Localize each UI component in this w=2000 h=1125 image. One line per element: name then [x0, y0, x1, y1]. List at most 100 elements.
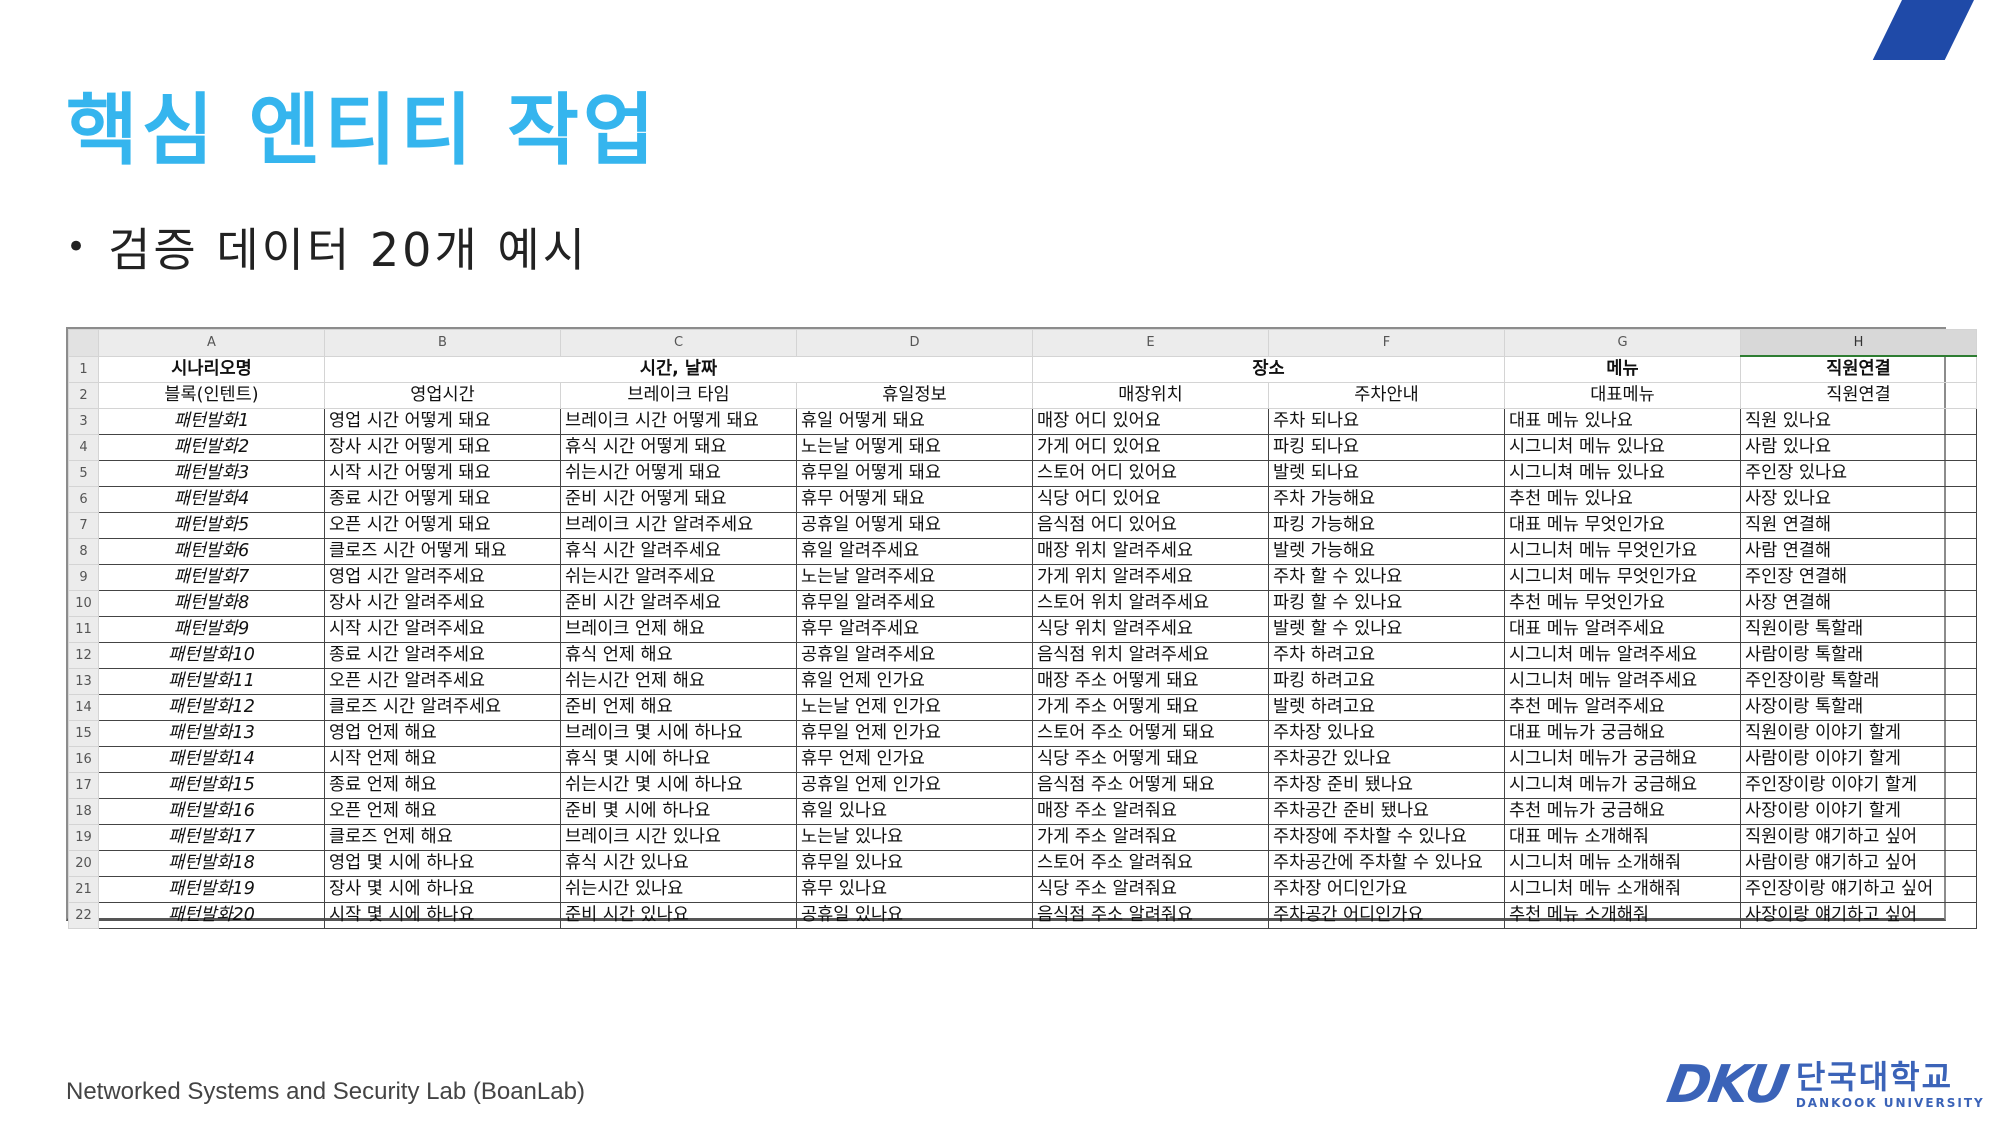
scenario-cell[interactable]: 패턴발화8 — [98, 590, 325, 617]
utterance-cell[interactable]: 가게 어디 있어요 — [1032, 434, 1269, 461]
scenario-cell[interactable]: 패턴발화2 — [98, 434, 325, 461]
utterance-cell[interactable]: 브레이크 언제 해요 — [560, 616, 797, 643]
utterance-cell[interactable]: 매장 위치 알려주세요 — [1032, 538, 1269, 565]
utterance-cell[interactable]: 주차장 어디인가요 — [1268, 876, 1505, 903]
row-number[interactable]: 2 — [68, 382, 99, 409]
subheader-break-time[interactable]: 브레이크 타임 — [560, 382, 797, 409]
utterance-cell[interactable]: 주차공간 준비 됐나요 — [1268, 798, 1505, 825]
utterance-cell[interactable]: 직원이랑 얘기하고 싶어 — [1740, 824, 1977, 851]
subheader-holiday-info[interactable]: 휴일정보 — [796, 382, 1033, 409]
utterance-cell[interactable]: 대표 메뉴 소개해줘 — [1504, 824, 1741, 851]
utterance-cell[interactable]: 추천 메뉴 있나요 — [1504, 486, 1741, 513]
utterance-cell[interactable]: 휴일 언제 인가요 — [796, 668, 1033, 695]
scenario-cell[interactable]: 패턴발화15 — [98, 772, 325, 799]
column-letter-b[interactable]: B — [324, 329, 561, 357]
utterance-cell[interactable]: 공휴일 어떻게 돼요 — [796, 512, 1033, 539]
utterance-cell[interactable]: 준비 시간 알려주세요 — [560, 590, 797, 617]
row-number[interactable]: 6 — [68, 486, 99, 513]
row-number[interactable]: 3 — [68, 408, 99, 435]
utterance-cell[interactable]: 사람이랑 톡할래 — [1740, 642, 1977, 669]
utterance-cell[interactable]: 클로즈 언제 해요 — [324, 824, 561, 851]
utterance-cell[interactable]: 시그니처 메뉴가 궁금해요 — [1504, 746, 1741, 773]
utterance-cell[interactable]: 브레이크 시간 알려주세요 — [560, 512, 797, 539]
utterance-cell[interactable]: 쉬는시간 몇 시에 하나요 — [560, 772, 797, 799]
scenario-cell[interactable]: 패턴발화10 — [98, 642, 325, 669]
utterance-cell[interactable]: 오픈 언제 해요 — [324, 798, 561, 825]
utterance-cell[interactable]: 쉬는시간 어떻게 돼요 — [560, 460, 797, 487]
utterance-cell[interactable]: 사람 연결해 — [1740, 538, 1977, 565]
utterance-cell[interactable]: 가게 주소 어떻게 돼요 — [1032, 694, 1269, 721]
utterance-cell[interactable]: 추천 메뉴 알려주세요 — [1504, 694, 1741, 721]
header-time-date[interactable]: 시간, 날짜 — [324, 355, 1033, 383]
utterance-cell[interactable]: 시작 시간 어떻게 돼요 — [324, 460, 561, 487]
utterance-cell[interactable]: 발렛 하려고요 — [1268, 694, 1505, 721]
utterance-cell[interactable]: 직원 연결해 — [1740, 512, 1977, 539]
utterance-cell[interactable]: 스토어 위치 알려주세요 — [1032, 590, 1269, 617]
utterance-cell[interactable]: 사람 있나요 — [1740, 434, 1977, 461]
utterance-cell[interactable]: 주차 되나요 — [1268, 408, 1505, 435]
utterance-cell[interactable]: 추천 메뉴 소개해줘 — [1504, 902, 1741, 929]
utterance-cell[interactable]: 휴무 어떻게 돼요 — [796, 486, 1033, 513]
utterance-cell[interactable]: 사장이랑 이야기 할게 — [1740, 798, 1977, 825]
column-letter-f[interactable]: F — [1268, 329, 1505, 357]
header-place[interactable]: 장소 — [1032, 355, 1505, 383]
utterance-cell[interactable]: 파킹 하려고요 — [1268, 668, 1505, 695]
scenario-cell[interactable]: 패턴발화14 — [98, 746, 325, 773]
utterance-cell[interactable]: 주차 할 수 있나요 — [1268, 564, 1505, 591]
column-letter-h[interactable]: H — [1740, 329, 1977, 357]
utterance-cell[interactable]: 대표 메뉴 있나요 — [1504, 408, 1741, 435]
utterance-cell[interactable]: 휴식 언제 해요 — [560, 642, 797, 669]
select-all-corner[interactable] — [68, 329, 99, 357]
utterance-cell[interactable]: 시작 몇 시에 하나요 — [324, 902, 561, 929]
utterance-cell[interactable]: 장사 몇 시에 하나요 — [324, 876, 561, 903]
utterance-cell[interactable]: 준비 언제 해요 — [560, 694, 797, 721]
utterance-cell[interactable]: 공휴일 언제 인가요 — [796, 772, 1033, 799]
utterance-cell[interactable]: 가게 주소 알려줘요 — [1032, 824, 1269, 851]
utterance-cell[interactable]: 주인장 있나요 — [1740, 460, 1977, 487]
utterance-cell[interactable]: 파킹 할 수 있나요 — [1268, 590, 1505, 617]
utterance-cell[interactable]: 브레이크 시간 있나요 — [560, 824, 797, 851]
row-number[interactable]: 15 — [68, 720, 99, 747]
utterance-cell[interactable]: 사람이랑 이야기 할게 — [1740, 746, 1977, 773]
row-number[interactable]: 4 — [68, 434, 99, 461]
scenario-cell[interactable]: 패턴발화6 — [98, 538, 325, 565]
utterance-cell[interactable]: 클로즈 시간 어떻게 돼요 — [324, 538, 561, 565]
utterance-cell[interactable]: 시그니쳐 메뉴가 궁금해요 — [1504, 772, 1741, 799]
utterance-cell[interactable]: 영업 시간 알려주세요 — [324, 564, 561, 591]
row-number[interactable]: 20 — [68, 850, 99, 877]
utterance-cell[interactable]: 시그니처 메뉴 무엇인가요 — [1504, 564, 1741, 591]
utterance-cell[interactable]: 쉬는시간 알려주세요 — [560, 564, 797, 591]
column-letter-e[interactable]: E — [1032, 329, 1269, 357]
utterance-cell[interactable]: 매장 주소 어떻게 돼요 — [1032, 668, 1269, 695]
utterance-cell[interactable]: 가게 위치 알려주세요 — [1032, 564, 1269, 591]
utterance-cell[interactable]: 파킹 가능해요 — [1268, 512, 1505, 539]
scenario-cell[interactable]: 패턴발화11 — [98, 668, 325, 695]
row-number[interactable]: 13 — [68, 668, 99, 695]
utterance-cell[interactable]: 준비 시간 어떻게 돼요 — [560, 486, 797, 513]
utterance-cell[interactable]: 브레이크 시간 어떻게 돼요 — [560, 408, 797, 435]
utterance-cell[interactable]: 사람이랑 얘기하고 싶어 — [1740, 850, 1977, 877]
utterance-cell[interactable]: 추천 메뉴 무엇인가요 — [1504, 590, 1741, 617]
scenario-cell[interactable]: 패턴발화16 — [98, 798, 325, 825]
utterance-cell[interactable]: 대표 메뉴가 궁금해요 — [1504, 720, 1741, 747]
utterance-cell[interactable]: 휴무 언제 인가요 — [796, 746, 1033, 773]
utterance-cell[interactable]: 시그니처 메뉴 소개해줘 — [1504, 850, 1741, 877]
utterance-cell[interactable]: 종료 시간 알려주세요 — [324, 642, 561, 669]
utterance-cell[interactable]: 영업 시간 어떻게 돼요 — [324, 408, 561, 435]
utterance-cell[interactable]: 휴무일 있나요 — [796, 850, 1033, 877]
row-number[interactable]: 5 — [68, 460, 99, 487]
utterance-cell[interactable]: 식당 주소 어떻게 돼요 — [1032, 746, 1269, 773]
utterance-cell[interactable]: 시그니쳐 메뉴 있나요 — [1504, 460, 1741, 487]
utterance-cell[interactable]: 쉬는시간 언제 해요 — [560, 668, 797, 695]
utterance-cell[interactable]: 음식점 어디 있어요 — [1032, 512, 1269, 539]
subheader-parking-info[interactable]: 주차안내 — [1268, 382, 1505, 409]
utterance-cell[interactable]: 추천 메뉴가 궁금해요 — [1504, 798, 1741, 825]
utterance-cell[interactable]: 휴식 몇 시에 하나요 — [560, 746, 797, 773]
utterance-cell[interactable]: 식당 위치 알려주세요 — [1032, 616, 1269, 643]
column-letter-c[interactable]: C — [560, 329, 797, 357]
utterance-cell[interactable]: 휴무일 언제 인가요 — [796, 720, 1033, 747]
header-staff[interactable]: 직원연결 — [1740, 355, 1977, 383]
utterance-cell[interactable]: 주차장 있나요 — [1268, 720, 1505, 747]
utterance-cell[interactable]: 대표 메뉴 알려주세요 — [1504, 616, 1741, 643]
subheader-signature-menu[interactable]: 대표메뉴 — [1504, 382, 1741, 409]
